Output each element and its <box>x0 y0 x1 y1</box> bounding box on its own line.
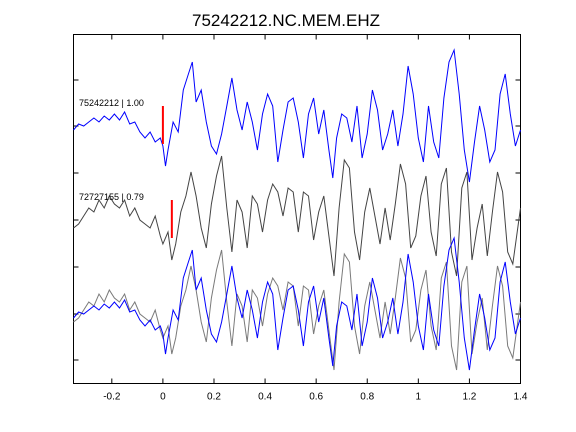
plot-frame <box>73 34 521 384</box>
overlay-trace-75242212 <box>73 236 521 371</box>
x-tick-label: 1.4 <box>514 392 528 403</box>
x-tick-label: 0 <box>160 392 166 403</box>
trace-72727155 <box>73 155 521 277</box>
x-tick-label: 1.2 <box>462 392 476 403</box>
trace-75242212 <box>73 48 521 183</box>
trace-label-middle: 72727155 | 0.79 <box>79 192 144 202</box>
x-tick-label: 0.8 <box>360 392 374 403</box>
overlay-trace-72727155 <box>73 249 521 371</box>
x-tick-label: 0.2 <box>207 392 221 403</box>
x-tick-label: 0.6 <box>309 392 323 403</box>
x-tick-label: 0.4 <box>258 392 272 403</box>
chart-title: 75242212.NC.MEM.EHZ <box>192 11 380 30</box>
x-tick-label: 1 <box>416 392 422 403</box>
trace-label-top: 75242212 | 1.00 <box>79 98 144 108</box>
pick-markers <box>161 106 173 238</box>
axis-ticks: -0.2 0 0.2 0.4 0.6 0.8 1 1.2 1.4 <box>73 34 528 403</box>
x-tick-label: -0.2 <box>103 392 121 403</box>
traces <box>73 48 521 371</box>
